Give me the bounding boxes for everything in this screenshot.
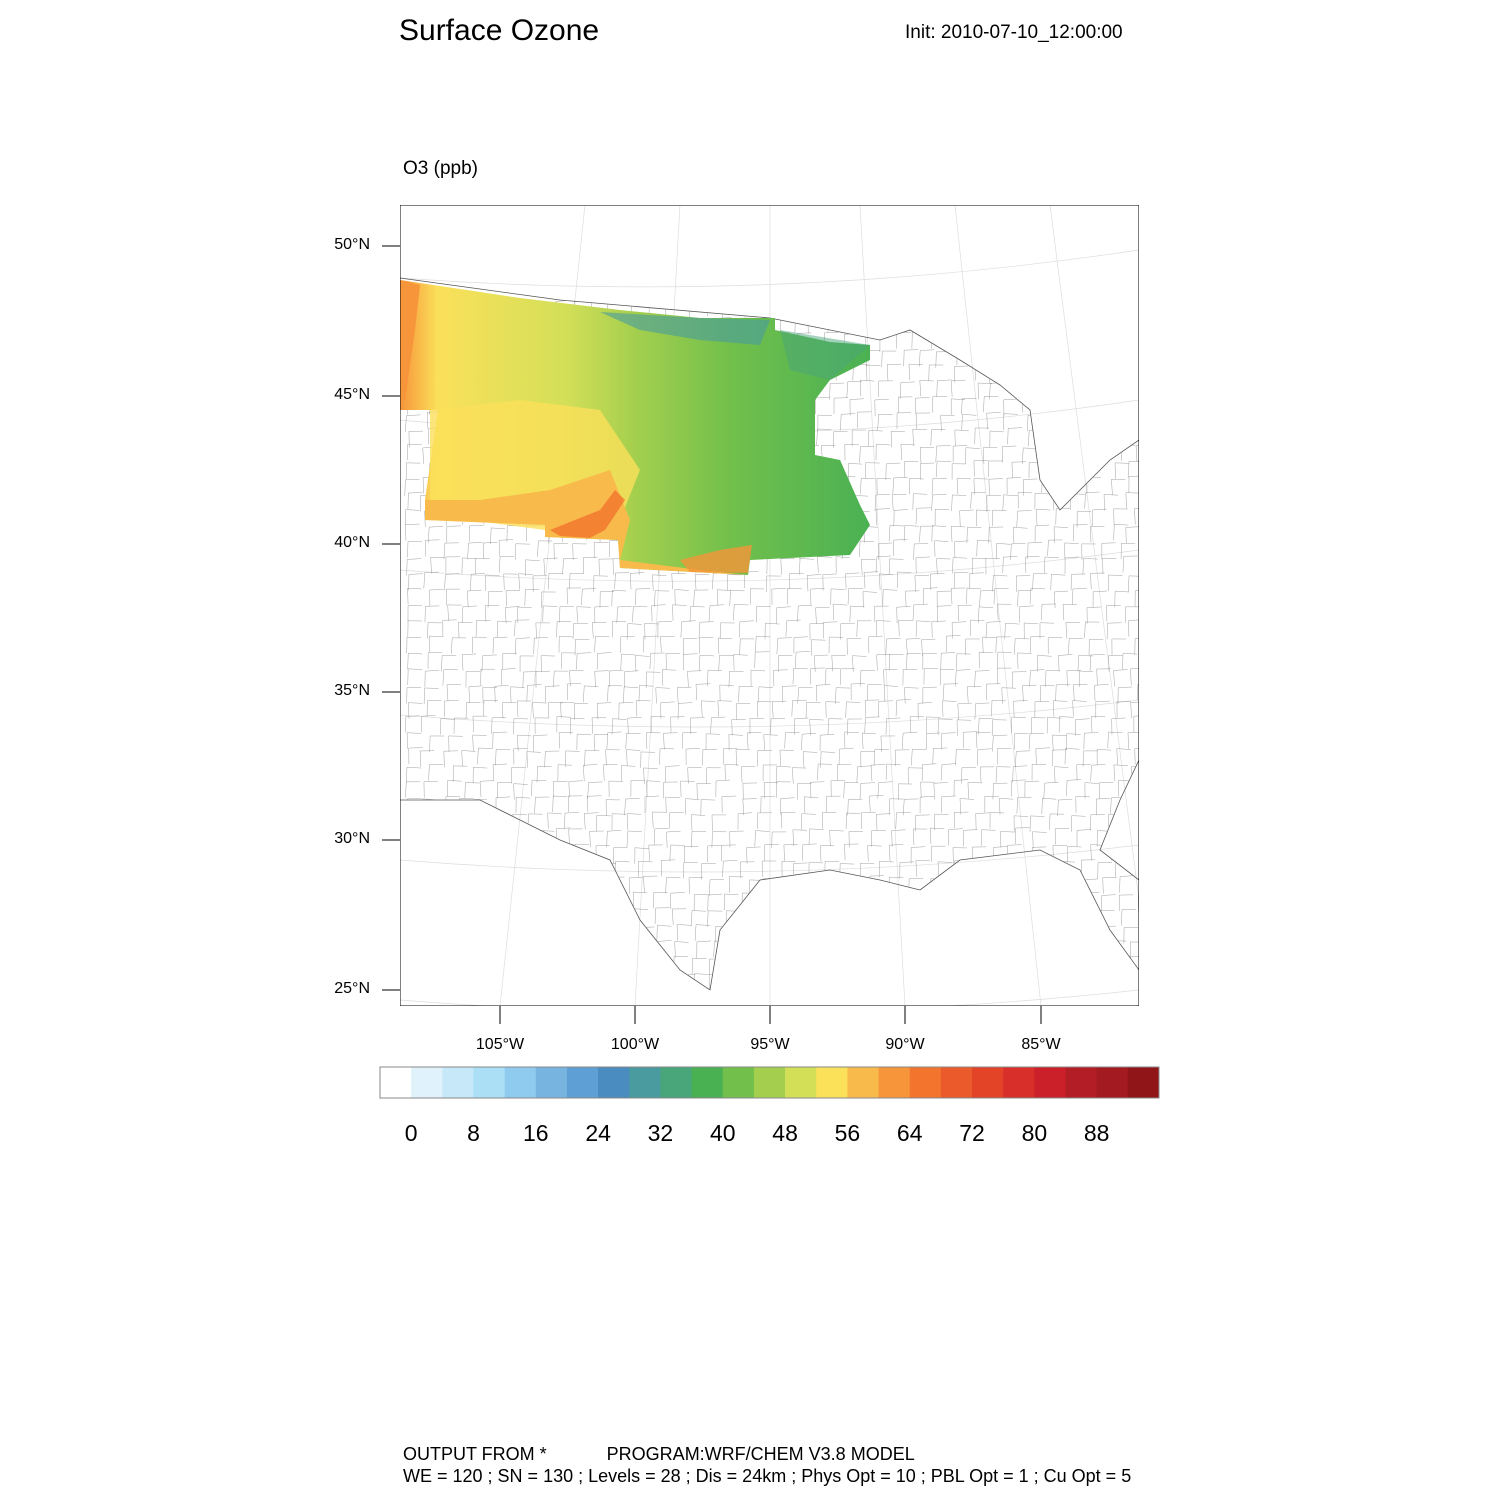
footer-line-2: WE = 120 ; SN = 130 ; Levels = 28 ; Dis … [403, 1466, 1132, 1486]
lat-label: 35°N [334, 682, 370, 699]
colorbar-label: 80 [1021, 1120, 1048, 1146]
colorbar-box [660, 1067, 693, 1098]
colorbar-label: 0 [404, 1120, 418, 1146]
colorbar-box [380, 1067, 412, 1098]
colorbar-label: 48 [772, 1120, 798, 1146]
colorbar-label: 64 [896, 1120, 923, 1146]
colorbar-label: 8 [467, 1120, 480, 1146]
colorbar-box [535, 1067, 568, 1098]
colorbar-box [785, 1067, 817, 1098]
colorbar-box [816, 1067, 848, 1098]
lon-label: 100°W [610, 1036, 660, 1053]
footer-line-1: OUTPUT FROM * PROGRAM:WRF/CHEM V3.8 MODE… [403, 1444, 915, 1464]
colorbar-box [691, 1067, 724, 1098]
colorbar-box [442, 1067, 474, 1098]
colorbar-box [878, 1067, 911, 1098]
us-outline [400, 277, 1139, 991]
colorbar-box [629, 1067, 661, 1098]
colorbar-box [1003, 1067, 1035, 1098]
colorbar-label: 72 [959, 1120, 985, 1146]
lat-label: 30°N [334, 830, 370, 847]
colorbar-label: 56 [834, 1120, 861, 1146]
lon-label: 105°W [475, 1036, 525, 1053]
colorbar-box [972, 1067, 1004, 1098]
colorbar-box [411, 1067, 443, 1098]
colorbar-box [940, 1067, 973, 1098]
axis-ticks [382, 245, 1042, 1024]
colorbar-box [1096, 1067, 1129, 1098]
variable-label: O3 (ppb) [403, 158, 478, 179]
ozone-field [400, 280, 870, 575]
colorbar-box [847, 1067, 880, 1098]
colorbar-label: 88 [1083, 1120, 1110, 1146]
colorbar-label: 32 [647, 1120, 674, 1146]
colorbar-box [909, 1067, 942, 1098]
colorbar [379, 1066, 1160, 1099]
lat-label: 50°N [334, 236, 370, 253]
colorbar-box [566, 1067, 599, 1098]
colorbar-box [1065, 1067, 1098, 1098]
lon-label: 90°W [885, 1036, 925, 1053]
colorbar-box [1034, 1067, 1067, 1098]
map-content [400, 205, 1139, 1006]
colorbar-label: 16 [523, 1120, 549, 1146]
colorbar-box [722, 1067, 755, 1098]
colorbar-label: 24 [585, 1120, 611, 1146]
colorbar-box [473, 1067, 506, 1098]
init-time: Init: 2010-07-10_12:00:00 [905, 22, 1123, 43]
lon-label: 85°W [1021, 1036, 1061, 1053]
colorbar-box [753, 1067, 786, 1098]
plot-title: Surface Ozone [399, 14, 600, 47]
lat-label: 25°N [334, 980, 370, 997]
lon-label: 95°W [750, 1036, 790, 1053]
lat-label: 40°N [334, 534, 370, 551]
colorbar-box [598, 1067, 630, 1098]
lat-label: 45°N [334, 386, 370, 403]
colorbar-label: 40 [709, 1120, 736, 1146]
colorbar-box [1127, 1067, 1160, 1098]
colorbar-box [504, 1067, 537, 1098]
